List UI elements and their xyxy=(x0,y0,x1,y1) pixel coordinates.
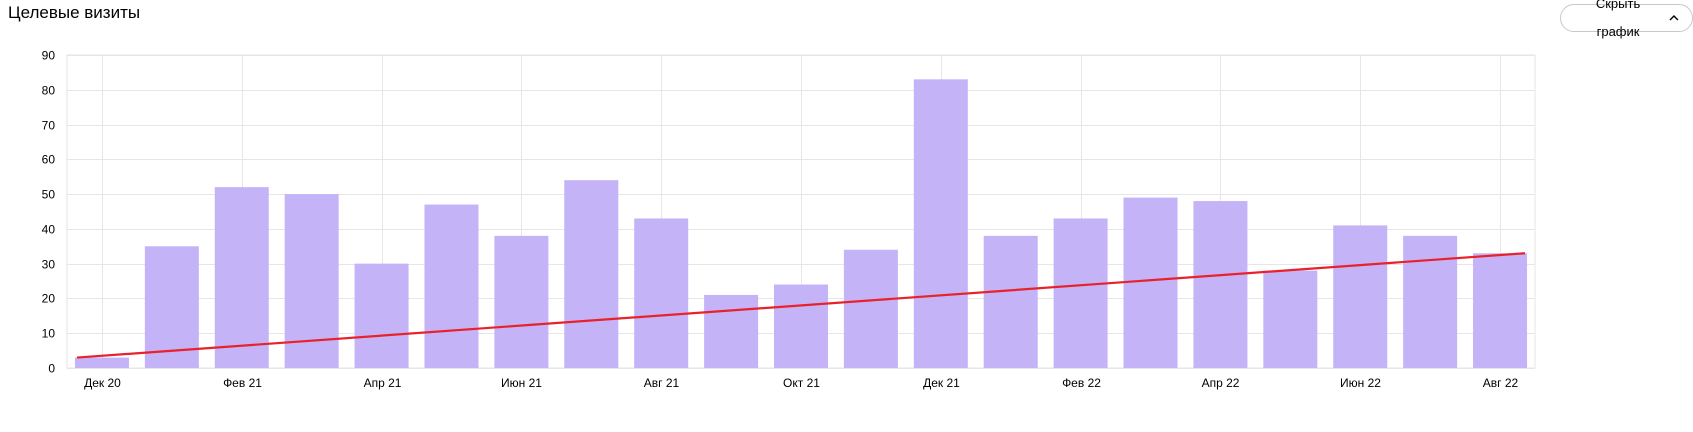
x-tick-label: Июн 22 xyxy=(1340,376,1381,390)
y-tick-label: 10 xyxy=(42,327,56,341)
hide-chart-label: Скрыть график xyxy=(1595,0,1641,39)
y-tick-label: 30 xyxy=(42,258,56,272)
x-tick-label: Апр 22 xyxy=(1202,376,1240,390)
y-tick-label: 50 xyxy=(42,188,56,202)
bar xyxy=(634,218,689,368)
y-tick-label: 70 xyxy=(42,119,56,133)
bar xyxy=(1473,253,1528,368)
bar xyxy=(1053,218,1108,368)
y-tick-label: 90 xyxy=(42,49,56,63)
y-tick-label: 0 xyxy=(48,362,55,376)
x-tick-label: Авг 22 xyxy=(1483,376,1519,390)
x-tick-label: Дек 20 xyxy=(84,376,121,390)
bars xyxy=(74,79,1528,368)
bar xyxy=(144,246,199,368)
x-tick-label: Апр 21 xyxy=(364,376,402,390)
x-tick-label: Июн 21 xyxy=(501,376,542,390)
bar xyxy=(564,180,619,368)
y-axis: 0 10 20 30 40 50 60 70 80 90 xyxy=(42,49,56,376)
x-tick-label: Окт 21 xyxy=(783,376,820,390)
bar xyxy=(354,263,409,368)
bar xyxy=(704,294,759,368)
trend xyxy=(76,252,1526,359)
bar xyxy=(1193,201,1248,368)
bar xyxy=(424,204,479,368)
bar xyxy=(1403,235,1458,368)
bar xyxy=(74,357,129,368)
page-title: Целевые визиты xyxy=(8,3,141,22)
bar xyxy=(1123,197,1178,368)
x-tick-label: Дек 21 xyxy=(923,376,960,390)
x-axis: Дек 20 Фев 21 Апр 21 Июн 21 Авг 21 Окт 21 Дек … xyxy=(84,376,1518,390)
y-tick-label: 60 xyxy=(42,153,56,167)
x-tick-label: Фев 21 xyxy=(223,376,262,390)
bar xyxy=(913,79,968,368)
x-tick-label: Авг 21 xyxy=(644,376,680,390)
bar xyxy=(843,249,898,368)
bar xyxy=(494,235,549,368)
bar xyxy=(1263,270,1318,368)
trend-line xyxy=(76,252,1526,359)
y-tick-label: 20 xyxy=(42,292,56,306)
chevron-up-icon xyxy=(1669,15,1679,21)
y-tick-label: 40 xyxy=(42,223,56,237)
bar xyxy=(983,235,1038,368)
y-tick-label: 80 xyxy=(42,84,56,98)
x-tick-label: Фев 22 xyxy=(1062,376,1101,390)
bar xyxy=(1333,225,1388,368)
bar xyxy=(214,187,269,368)
bar xyxy=(774,284,828,368)
